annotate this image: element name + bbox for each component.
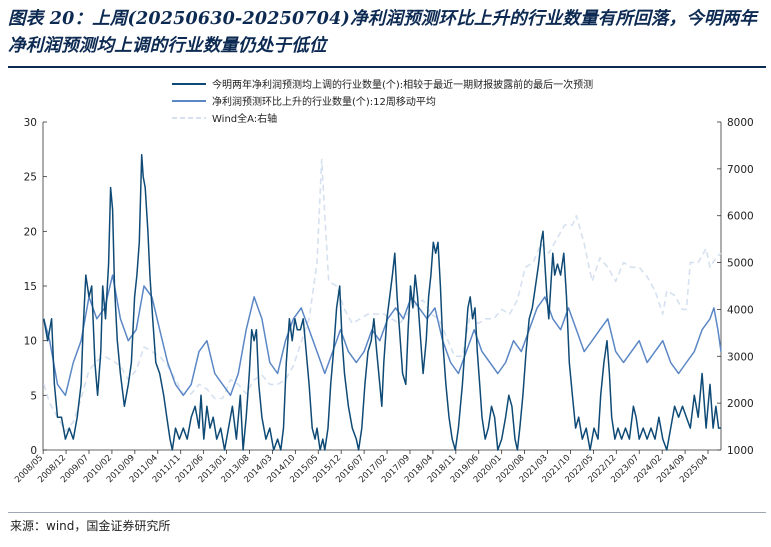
series-line-2 xyxy=(43,274,722,397)
series-line-1 xyxy=(43,154,721,451)
figure-title: 图表 20：上周(20250630-20250704)净利润预测环比上升的行业数… xyxy=(8,9,758,56)
left-tick-label: 15 xyxy=(24,281,37,293)
source-note: 来源：wind，国金证券研究所 xyxy=(10,519,171,533)
right-tick-label: 3000 xyxy=(727,351,754,363)
right-tick-label: 5000 xyxy=(727,258,754,270)
line-chart: 今明两年净利润预测均上调的行业数量(个):相较于最近一期财报披露前的最后一次预测… xyxy=(13,78,754,485)
source-divider xyxy=(8,512,766,513)
left-tick-label: 0 xyxy=(30,445,37,457)
right-tick-label: 4000 xyxy=(727,304,754,316)
right-tick-label: 2000 xyxy=(727,398,754,410)
left-tick-label: 10 xyxy=(24,336,37,348)
legend: 今明两年净利润预测均上调的行业数量(个):相较于最近一期财报披露前的最后一次预测… xyxy=(172,78,593,125)
chart-container: 今明两年净利润预测均上调的行业数量(个):相较于最近一期财报披露前的最后一次预测… xyxy=(0,70,771,508)
right-tick-label: 7000 xyxy=(727,164,754,176)
legend-label-3: Wind全A:右轴 xyxy=(212,112,277,125)
left-tick-label: 30 xyxy=(24,117,37,129)
legend-label-2: 净利润预测环比上升的行业数量(个):12周移动平均 xyxy=(212,95,436,108)
left-tick-label: 5 xyxy=(30,390,37,402)
legend-label-1: 今明两年净利润预测均上调的行业数量(个):相较于最近一期财报披露前的最后一次预测 xyxy=(212,78,593,91)
right-tick-label: 6000 xyxy=(727,211,754,223)
left-tick-label: 25 xyxy=(24,172,37,184)
right-tick-label: 1000 xyxy=(727,445,754,457)
right-tick-label: 8000 xyxy=(727,117,754,129)
series-layer xyxy=(43,154,722,451)
title-divider xyxy=(8,66,766,68)
left-tick-label: 20 xyxy=(24,226,37,238)
